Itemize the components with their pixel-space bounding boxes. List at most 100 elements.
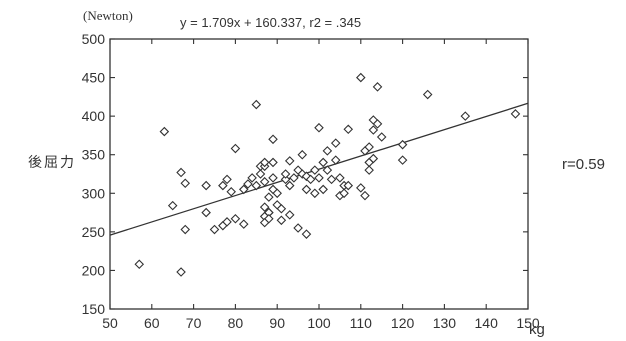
data-point	[318, 184, 328, 195]
regression-equation: y = 1.709x + 160.337, r2 = .345	[180, 15, 361, 30]
data-point	[293, 223, 303, 233]
x-axis-unit: kg	[529, 321, 545, 338]
data-point	[356, 183, 366, 193]
correlation-annotation: r=0.59	[562, 156, 605, 173]
data-point	[209, 224, 220, 235]
y-tick-label: 450	[82, 70, 106, 86]
data-point	[322, 146, 333, 156]
y-tick-label: 250	[82, 224, 106, 240]
data-point	[330, 138, 341, 148]
x-tick-label: 60	[144, 315, 160, 331]
regression-line	[109, 102, 529, 236]
data-point	[264, 192, 274, 202]
data-points	[134, 72, 521, 277]
data-point	[301, 184, 312, 195]
x-tick-label: 90	[269, 315, 285, 331]
data-point	[372, 82, 383, 92]
data-point	[376, 132, 387, 142]
data-point	[310, 188, 320, 199]
data-point	[368, 125, 379, 135]
data-point	[201, 207, 211, 218]
data-point	[238, 219, 249, 229]
data-point	[326, 174, 337, 185]
x-tick-label: 100	[307, 315, 331, 331]
data-point	[134, 259, 145, 270]
y-unit-label: (Newton)	[83, 8, 133, 23]
data-point	[339, 188, 349, 199]
data-point	[276, 215, 287, 226]
data-point	[510, 109, 521, 119]
data-point	[255, 169, 266, 179]
x-tick-label: 50	[102, 315, 118, 331]
data-point	[310, 165, 320, 175]
data-point	[222, 174, 232, 185]
x-tick-label: 120	[391, 315, 415, 331]
data-point	[230, 213, 241, 224]
data-point	[268, 157, 278, 168]
data-point	[180, 224, 191, 235]
data-point	[314, 173, 324, 183]
data-point	[276, 203, 287, 214]
data-point	[460, 111, 471, 121]
data-point	[226, 186, 236, 197]
data-point	[368, 153, 379, 164]
x-tick-label: 140	[475, 315, 499, 331]
y-tick-label: 500	[82, 31, 106, 47]
data-point	[176, 267, 186, 277]
data-point	[180, 178, 191, 189]
data-point	[259, 157, 270, 168]
data-point	[301, 229, 312, 239]
data-point	[330, 155, 341, 165]
y-tick-label: 150	[82, 301, 106, 317]
data-point	[297, 149, 308, 160]
data-point	[422, 89, 433, 100]
data-point	[201, 180, 211, 191]
data-point	[364, 142, 374, 152]
data-point	[259, 176, 270, 187]
data-point	[356, 72, 366, 83]
y-tick-label: 200	[82, 262, 106, 278]
data-point	[280, 174, 291, 185]
data-point	[238, 184, 249, 195]
data-point	[230, 143, 241, 154]
y-tick-label: 400	[82, 108, 106, 124]
x-tick-label: 80	[228, 315, 244, 331]
data-point	[284, 156, 295, 166]
data-point	[243, 179, 253, 189]
data-point	[343, 124, 354, 135]
data-point	[343, 180, 354, 191]
data-point	[372, 119, 383, 129]
x-tick-label: 70	[186, 315, 202, 331]
data-point	[397, 155, 408, 165]
data-point	[360, 190, 370, 201]
data-point	[218, 180, 228, 191]
data-point	[167, 200, 178, 211]
tick-marks	[109, 38, 529, 310]
data-point	[322, 165, 333, 175]
x-tick-label: 150	[516, 315, 540, 331]
data-point	[247, 173, 257, 183]
data-point	[251, 180, 262, 191]
data-point	[284, 210, 295, 220]
data-point	[268, 173, 278, 183]
x-tick-label: 130	[433, 315, 457, 331]
data-point	[305, 174, 316, 185]
data-point	[284, 180, 295, 191]
y-tick-label: 300	[82, 185, 106, 201]
data-point	[272, 188, 282, 199]
data-point	[159, 126, 170, 137]
data-point	[314, 122, 324, 133]
data-point	[222, 217, 232, 227]
data-point	[364, 165, 374, 175]
data-point	[268, 134, 278, 145]
y-tick-label: 350	[82, 147, 106, 163]
data-point	[335, 173, 345, 183]
data-point	[259, 202, 270, 212]
data-point	[289, 173, 299, 183]
y-axis-title: 後屈力	[28, 155, 76, 171]
data-point	[280, 169, 291, 179]
tick-labels: 50 60 70 80 90 100 110 120 130 140 150 150 200 250 300…	[82, 31, 540, 331]
data-point	[318, 157, 328, 168]
regression-line-group	[109, 102, 529, 236]
